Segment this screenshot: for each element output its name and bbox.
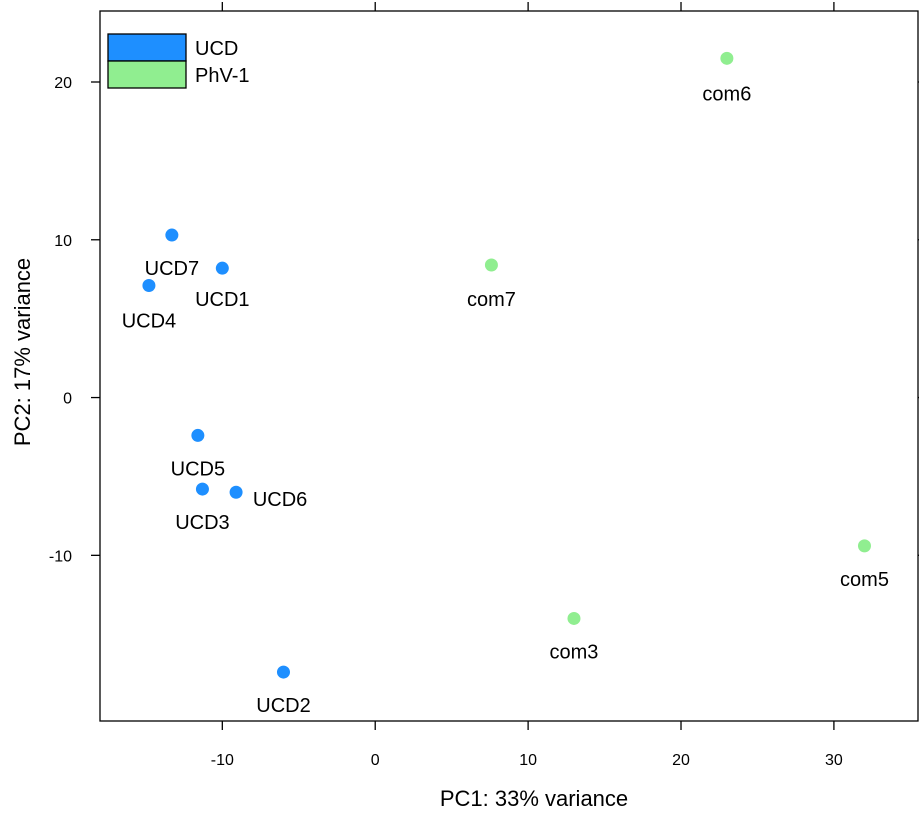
legend: UCD PhV-1 <box>107 33 249 89</box>
point-label-ucd7: UCD7 <box>145 258 199 280</box>
axis-ticks: -10 0 10 20 30 -10 0 10 20 <box>49 2 919 769</box>
point-label-com7: com7 <box>467 289 516 311</box>
data-point-ucd3 <box>195 482 209 496</box>
legend-label: UCD <box>195 38 238 60</box>
legend-swatch-phv-1 <box>107 60 187 89</box>
data-points: UCD1 UCD2 UCD3 UCD4 UCD5 UCD6 UCD7 com3 com5 com6… <box>122 51 889 717</box>
data-point-com5 <box>857 539 871 553</box>
point-label-ucd3: UCD3 <box>175 512 229 534</box>
plot-frame <box>99 10 919 722</box>
data-point-com3 <box>567 611 581 625</box>
point-label-ucd1: UCD1 <box>195 289 249 311</box>
data-point-ucd4 <box>142 279 156 293</box>
y-tick-label: 20 <box>54 75 72 92</box>
legend-swatch-ucd <box>107 33 187 62</box>
data-point-ucd2 <box>276 665 290 679</box>
point-label-ucd4: UCD4 <box>122 311 176 333</box>
x-tick-label: 30 <box>825 752 843 769</box>
point-label-com6: com6 <box>702 83 751 105</box>
data-point-ucd5 <box>191 428 205 442</box>
point-label-ucd2: UCD2 <box>256 695 310 717</box>
x-tick-label: 20 <box>672 752 690 769</box>
y-axis-title: PC2: 17% variance <box>10 258 35 446</box>
data-point-ucd7 <box>165 228 179 242</box>
data-point-com6 <box>720 51 734 65</box>
point-label-ucd6: UCD6 <box>253 489 307 511</box>
x-tick-label: 10 <box>519 752 537 769</box>
y-tick-label: 0 <box>63 391 72 408</box>
y-tick-label: -10 <box>49 548 72 565</box>
data-point-ucd6 <box>229 485 243 499</box>
data-point-ucd1 <box>215 261 229 275</box>
point-label-ucd5: UCD5 <box>171 458 225 480</box>
x-tick-label: 0 <box>371 752 380 769</box>
x-axis-title: PC1: 33% variance <box>440 786 628 811</box>
x-tick-label: -10 <box>211 752 234 769</box>
point-label-com5: com5 <box>840 569 889 591</box>
point-label-com3: com3 <box>550 641 599 663</box>
y-tick-label: 10 <box>54 233 72 250</box>
data-point-com7 <box>484 258 498 272</box>
legend-label: PhV-1 <box>195 65 249 87</box>
